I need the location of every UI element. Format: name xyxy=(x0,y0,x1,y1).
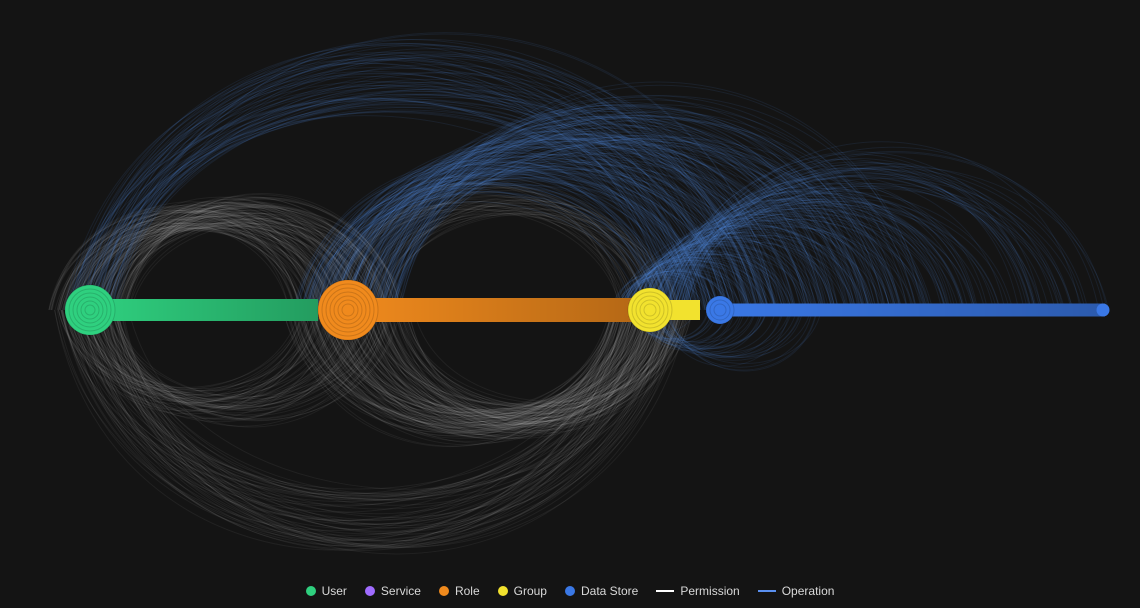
legend-item-permission: Permission xyxy=(656,584,739,598)
operation-line-icon xyxy=(758,590,776,592)
legend-item-operation: Operation xyxy=(758,584,835,598)
legend-label: Role xyxy=(455,584,480,598)
service-dot-icon xyxy=(365,586,375,596)
legend-label: Group xyxy=(514,584,547,598)
legend-label: Service xyxy=(381,584,421,598)
legend-item-group: Group xyxy=(498,584,547,598)
group-dot-icon xyxy=(498,586,508,596)
permission-line-icon xyxy=(656,590,674,592)
legend: User Service Role Group Data Store Permi… xyxy=(0,584,1140,598)
arc-diagram xyxy=(0,0,1140,608)
legend-item-role: Role xyxy=(439,584,480,598)
user-dot-icon xyxy=(306,586,316,596)
legend-item-user: User xyxy=(306,584,347,598)
legend-item-datastore: Data Store xyxy=(565,584,638,598)
role-dot-icon xyxy=(439,586,449,596)
legend-label: Operation xyxy=(782,584,835,598)
legend-item-service: Service xyxy=(365,584,421,598)
legend-label: User xyxy=(322,584,347,598)
legend-label: Permission xyxy=(680,584,739,598)
datastore-dot-icon xyxy=(565,586,575,596)
legend-label: Data Store xyxy=(581,584,638,598)
